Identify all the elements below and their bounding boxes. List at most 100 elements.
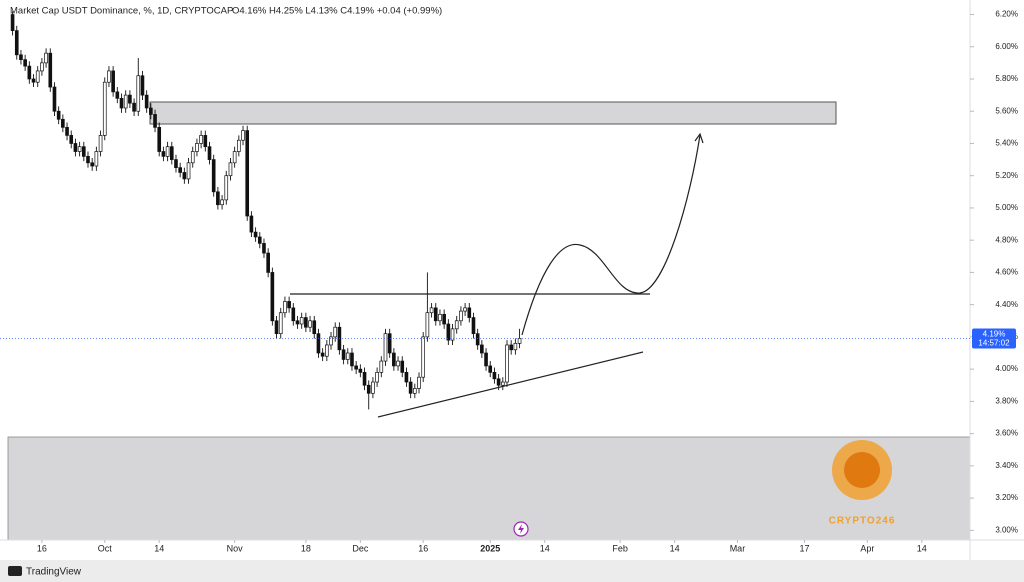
y-tick-label: 4.60% bbox=[995, 268, 1018, 277]
candle-body bbox=[23, 59, 27, 67]
candle-body bbox=[446, 323, 451, 341]
candle-body bbox=[31, 78, 36, 83]
candle-body bbox=[500, 381, 505, 386]
candle-body bbox=[278, 312, 283, 335]
y-tick-label: 3.20% bbox=[995, 493, 1018, 502]
y-tick-label: 3.00% bbox=[995, 525, 1018, 534]
candle-body bbox=[417, 376, 421, 389]
candle-body bbox=[496, 378, 501, 386]
y-tick-label: 6.20% bbox=[995, 10, 1018, 19]
candle-body bbox=[107, 70, 111, 83]
candle-body bbox=[433, 307, 438, 322]
candle-body bbox=[102, 81, 107, 136]
candle-body bbox=[140, 75, 145, 96]
candle-body bbox=[513, 342, 518, 351]
candle-body bbox=[77, 146, 82, 152]
candle-body bbox=[383, 333, 388, 362]
candle-body bbox=[178, 167, 182, 173]
candle-body bbox=[270, 272, 275, 322]
watermark: CRYPTO246 bbox=[829, 516, 896, 527]
candle-body bbox=[450, 328, 455, 341]
candle-body bbox=[52, 86, 57, 112]
candle-body bbox=[153, 114, 157, 128]
x-tick-label: 14 bbox=[540, 543, 550, 553]
candle-body bbox=[182, 172, 187, 180]
candle-body bbox=[320, 352, 325, 357]
y-tick-label: 5.60% bbox=[995, 106, 1018, 115]
candle-body bbox=[73, 143, 78, 152]
candle-body bbox=[358, 368, 363, 373]
logo: CRYPTO246 bbox=[829, 440, 896, 527]
candle-body bbox=[69, 135, 74, 144]
candle-body bbox=[216, 191, 220, 206]
logo-inner bbox=[844, 452, 880, 488]
candle-body bbox=[421, 336, 426, 378]
candle-body bbox=[408, 381, 413, 394]
candle-body bbox=[94, 151, 99, 167]
candle-body bbox=[350, 352, 354, 367]
x-tick-label: 14 bbox=[154, 543, 164, 553]
candle-body bbox=[392, 352, 396, 367]
candle-body bbox=[425, 312, 430, 338]
candle-body bbox=[396, 360, 400, 367]
candle-body bbox=[144, 94, 149, 109]
arrow-head bbox=[694, 132, 704, 144]
candle-body bbox=[136, 75, 141, 112]
y-tick-label: 4.40% bbox=[995, 300, 1018, 309]
candle-body bbox=[467, 307, 472, 318]
y-tick-label: 3.40% bbox=[995, 461, 1018, 470]
y-tick-label: 6.00% bbox=[995, 42, 1018, 51]
candle-body bbox=[333, 326, 338, 338]
time-axis: 16 Oct 14 Nov 18 Dec 16 2025 14 Feb 14 Mar 17 Apr 14 bbox=[37, 540, 927, 553]
candle-body bbox=[371, 381, 375, 394]
candle-body bbox=[312, 320, 317, 335]
y-tick-label: 4.00% bbox=[995, 364, 1018, 373]
candle-body bbox=[40, 62, 44, 72]
candle-body bbox=[35, 70, 40, 83]
candle-body bbox=[249, 215, 254, 233]
candle-body bbox=[488, 365, 493, 373]
candle-body bbox=[345, 352, 350, 360]
candle-body bbox=[195, 143, 199, 152]
candles bbox=[10, 11, 522, 410]
candle-body bbox=[81, 146, 86, 157]
candle-body bbox=[44, 52, 48, 64]
candle-body bbox=[304, 317, 308, 328]
candle-body bbox=[442, 313, 446, 325]
candle-body bbox=[123, 94, 128, 109]
candle-body bbox=[287, 301, 291, 309]
countdown-label: 14:57:02 bbox=[978, 339, 1010, 348]
candle-body bbox=[115, 91, 120, 99]
candle-body bbox=[19, 54, 23, 60]
candle-body bbox=[454, 320, 459, 330]
candle-body bbox=[128, 94, 132, 104]
x-tick-label: 14 bbox=[670, 543, 680, 553]
x-tick-label: Oct bbox=[98, 543, 113, 553]
candle-body bbox=[232, 151, 237, 164]
candle-body bbox=[429, 307, 434, 314]
x-tick-label: 14 bbox=[917, 543, 927, 553]
x-tick-label: 2025 bbox=[480, 543, 500, 553]
candle-body bbox=[459, 310, 463, 322]
candle-body bbox=[262, 243, 266, 254]
support-zone bbox=[7, 436, 971, 541]
candle-body bbox=[509, 344, 514, 351]
candle-body bbox=[169, 146, 174, 160]
trendline bbox=[377, 351, 644, 418]
candle-body bbox=[161, 151, 166, 157]
y-tick-label: 5.80% bbox=[995, 74, 1018, 83]
candle-body bbox=[203, 135, 208, 148]
candle-body bbox=[266, 252, 270, 273]
candle-body bbox=[111, 70, 115, 93]
footer-bar bbox=[0, 560, 1024, 582]
event-bolt bbox=[518, 524, 524, 534]
candle-body bbox=[505, 344, 509, 383]
y-tick-label: 4.80% bbox=[995, 235, 1018, 244]
x-tick-label: Apr bbox=[860, 543, 874, 553]
candle-body bbox=[400, 360, 405, 373]
candle-body bbox=[316, 333, 321, 354]
candle-body bbox=[484, 352, 488, 367]
candle-body bbox=[237, 139, 241, 152]
x-tick-label: Mar bbox=[730, 543, 746, 553]
candle-body bbox=[463, 307, 467, 312]
